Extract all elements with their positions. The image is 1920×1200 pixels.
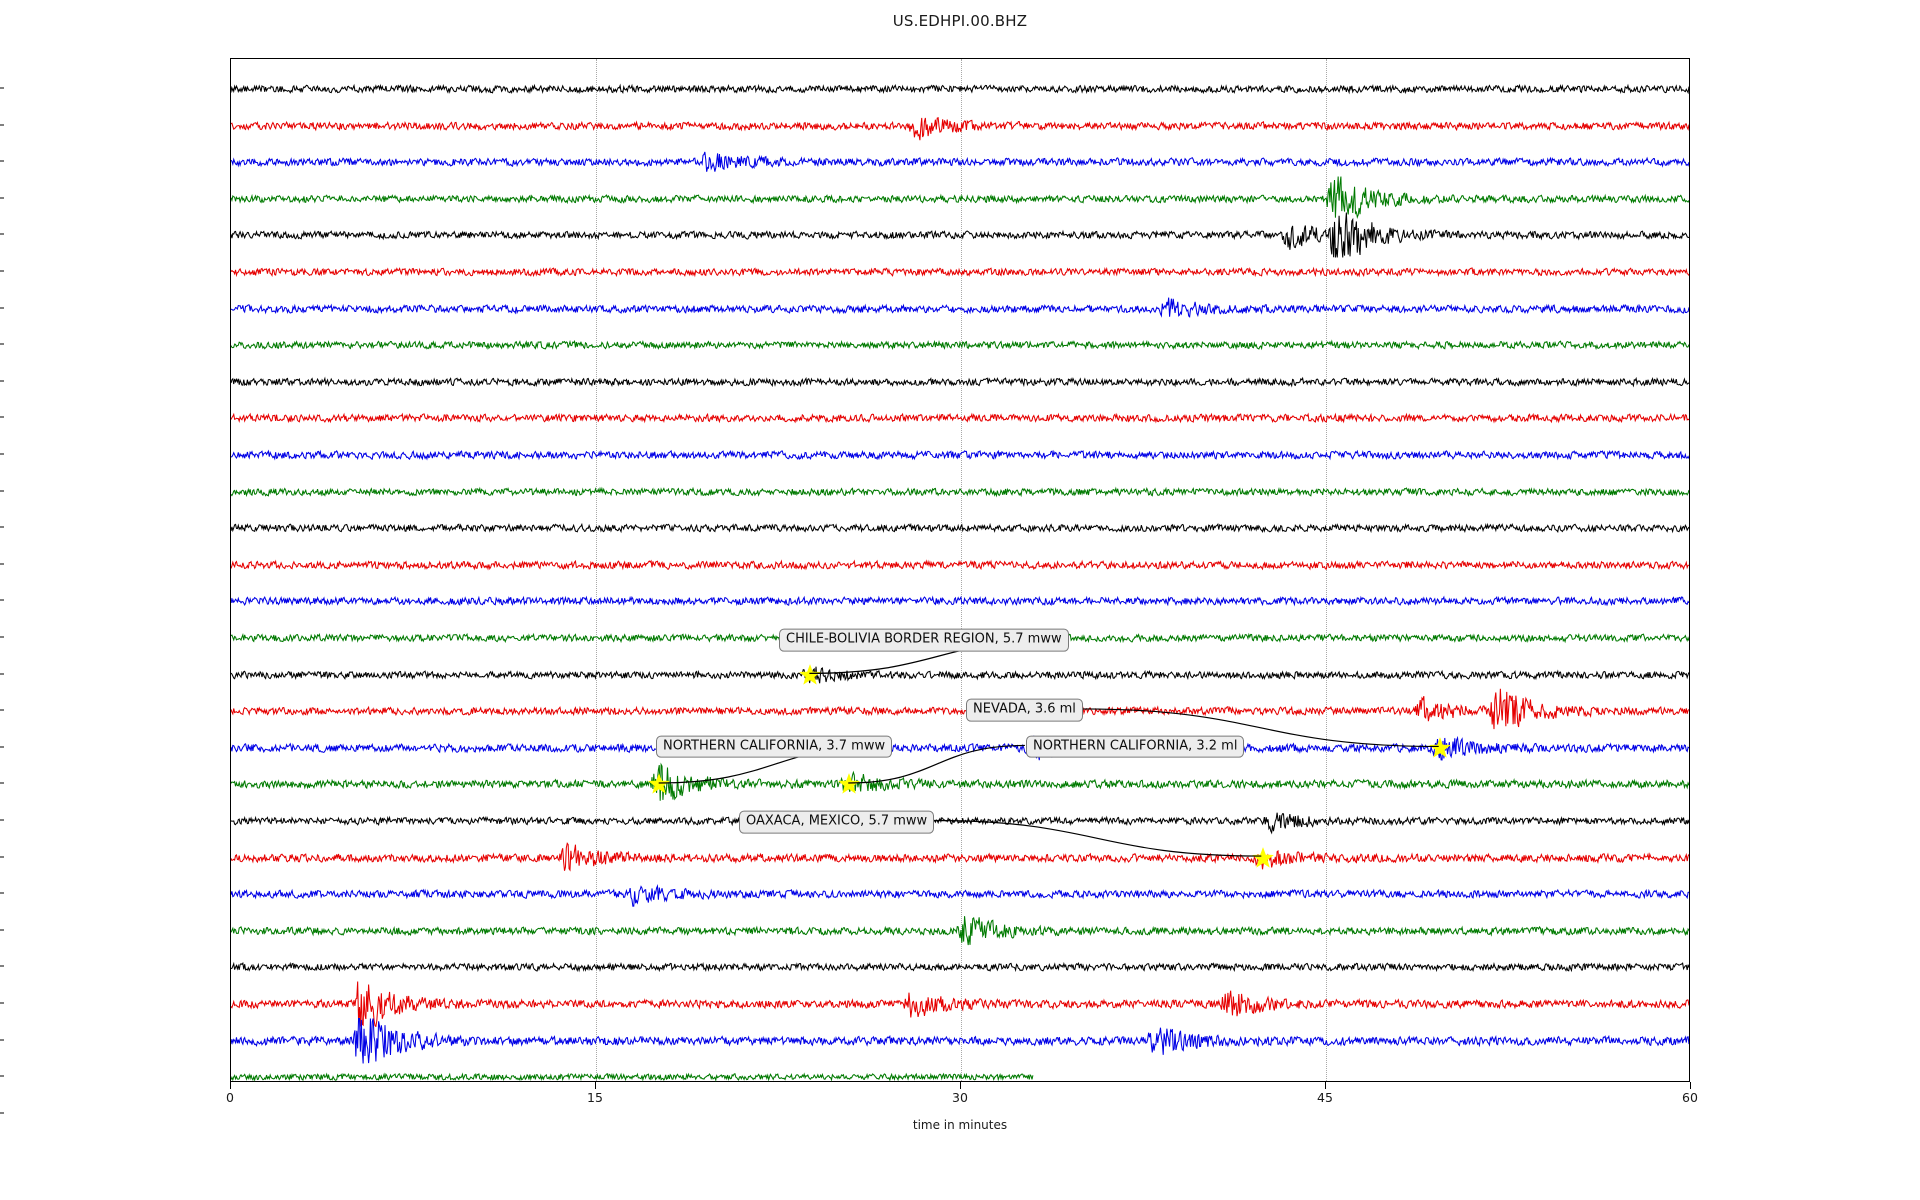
y-tick-mark xyxy=(0,892,4,894)
event-annotation-label: NORTHERN CALIFORNIA, 3.7 mww xyxy=(656,735,893,759)
event-annotation-label: NEVADA, 3.6 ml xyxy=(966,698,1083,722)
seismic-trace xyxy=(231,761,1689,807)
y-tick-mark xyxy=(0,197,4,199)
y-tick-mark xyxy=(0,746,4,748)
trace-layer xyxy=(231,59,1689,1081)
seismic-trace xyxy=(231,395,1689,441)
y-tick-mark xyxy=(0,563,4,565)
y-tick-mark xyxy=(0,526,4,528)
y-tick-mark xyxy=(0,636,4,638)
seismic-trace xyxy=(231,103,1689,149)
y-tick-mark xyxy=(0,307,4,309)
x-tick-mark xyxy=(1325,1082,1326,1089)
y-tick-mark xyxy=(0,233,4,235)
seismic-trace xyxy=(231,432,1689,478)
y-tick-mark xyxy=(0,1002,4,1004)
x-tick-mark xyxy=(960,1082,961,1089)
seismic-trace xyxy=(231,469,1689,515)
y-tick-mark xyxy=(0,1039,4,1041)
seismic-trace xyxy=(231,66,1689,112)
seismic-trace xyxy=(231,871,1689,917)
annotation-layer: CHILE-BOLIVIA BORDER REGION, 5.7 mww NEVA… xyxy=(231,59,1689,1081)
seismic-trace xyxy=(231,505,1689,551)
y-tick-mark xyxy=(0,819,4,821)
seismic-trace xyxy=(231,835,1689,881)
y-tick-mark xyxy=(0,380,4,382)
y-axis: 00:00:1101:00:1102:00:1103:00:1104:00:11… xyxy=(0,0,230,1200)
x-tick-mark xyxy=(1690,1082,1691,1089)
event-annotation-label: OAXACA, MEXICO, 5.7 mww xyxy=(739,810,935,834)
seismic-trace xyxy=(231,359,1689,405)
y-tick-mark xyxy=(0,160,4,162)
page-title: US.EDHPI.00.BHZ xyxy=(892,12,1028,30)
plot-area: CHILE-BOLIVIA BORDER REGION, 5.7 mww NEVA… xyxy=(230,58,1690,1082)
y-tick-mark xyxy=(0,1112,4,1114)
y-tick-mark xyxy=(0,856,4,858)
event-annotation-label: NORTHERN CALIFORNIA, 3.2 ml xyxy=(1026,735,1245,759)
y-tick-mark xyxy=(0,124,4,126)
seismic-trace xyxy=(231,542,1689,588)
seismic-trace xyxy=(231,1018,1689,1064)
seismic-trace xyxy=(231,908,1689,954)
gridlines xyxy=(231,59,1689,1081)
y-tick-mark xyxy=(0,709,4,711)
y-tick-mark xyxy=(0,453,4,455)
seismic-trace xyxy=(231,212,1689,258)
seismic-trace xyxy=(231,944,1689,990)
y-tick-mark xyxy=(0,343,4,345)
seismic-trace xyxy=(231,652,1689,698)
y-tick-mark xyxy=(0,490,4,492)
seismic-trace xyxy=(231,286,1689,332)
y-tick-mark xyxy=(0,87,4,89)
seismic-trace xyxy=(231,981,1689,1027)
y-tick-mark xyxy=(0,782,4,784)
x-tick-label: 45 xyxy=(1317,1090,1333,1105)
seismic-trace xyxy=(231,1054,1689,1100)
x-axis-title: time in minutes xyxy=(912,1118,1008,1132)
y-tick-mark xyxy=(0,929,4,931)
x-tick-label: 60 xyxy=(1682,1090,1698,1105)
y-tick-mark xyxy=(0,673,4,675)
y-tick-mark xyxy=(0,416,4,418)
gridline-vertical xyxy=(596,59,598,1081)
y-tick-mark xyxy=(0,270,4,272)
y-tick-mark xyxy=(0,599,4,601)
y-tick-mark xyxy=(0,965,4,967)
seismic-trace xyxy=(231,688,1689,734)
seismic-trace xyxy=(231,249,1689,295)
event-annotation-label: CHILE-BOLIVIA BORDER REGION, 5.7 mww xyxy=(779,628,1069,652)
x-tick-mark xyxy=(230,1082,231,1089)
x-tick-label: 15 xyxy=(587,1090,603,1105)
annotation-leader-lines xyxy=(231,59,1689,1081)
seismic-trace xyxy=(231,322,1689,368)
x-tick-mark xyxy=(595,1082,596,1089)
seismic-trace xyxy=(231,139,1689,185)
x-tick-label: 0 xyxy=(226,1090,234,1105)
gridline-vertical xyxy=(961,59,963,1081)
y-tick-mark xyxy=(0,1075,4,1077)
seismic-trace xyxy=(231,578,1689,624)
seismic-trace xyxy=(231,176,1689,222)
gridline-vertical xyxy=(1326,59,1328,1081)
x-tick-label: 30 xyxy=(952,1090,968,1105)
